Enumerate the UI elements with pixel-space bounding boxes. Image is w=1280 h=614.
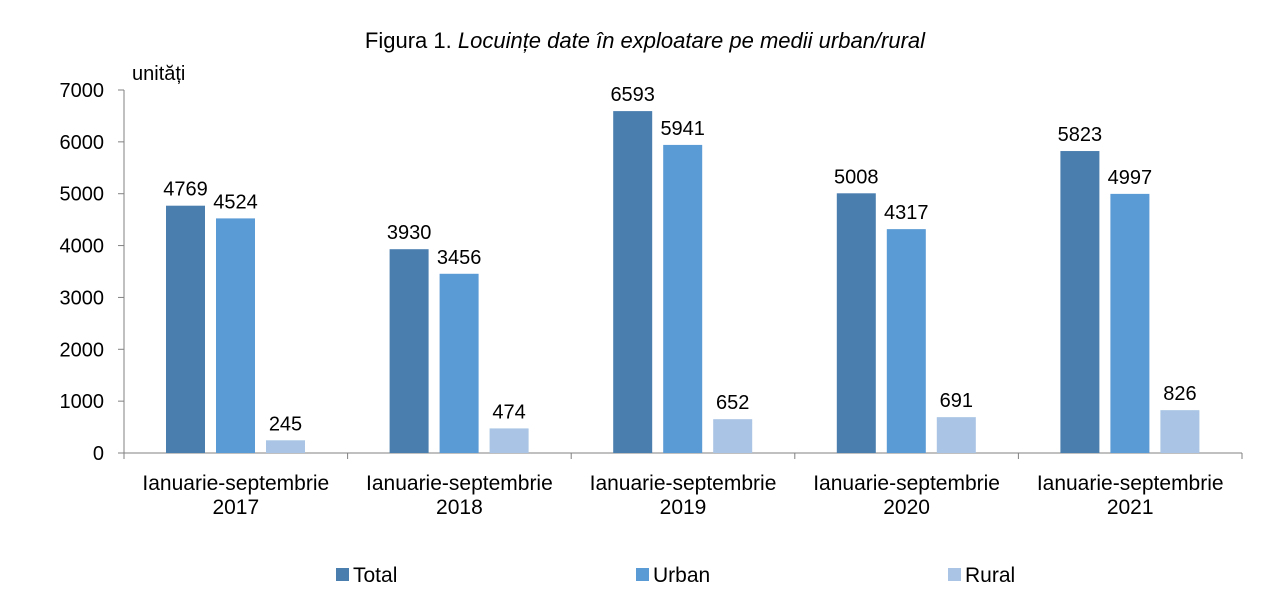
bar-total — [613, 111, 653, 453]
category-label: Ianuarie-septembrie — [813, 472, 1000, 495]
category-label: 2018 — [436, 496, 483, 519]
y-tick-label: 2000 — [60, 339, 105, 361]
category-label: 2017 — [212, 496, 259, 519]
bar-urban — [886, 229, 926, 453]
y-tick-label: 5000 — [60, 184, 105, 206]
bar-rural — [713, 419, 753, 453]
y-tick-label: 4000 — [60, 236, 105, 258]
bar-total — [1060, 151, 1100, 453]
category-label: 2019 — [660, 496, 707, 519]
bar-total — [389, 249, 429, 453]
data-label-total: 6593 — [610, 84, 655, 106]
y-tick-label: 3000 — [60, 287, 105, 309]
data-label-rural: 245 — [269, 413, 302, 435]
y-tick-label: 1000 — [60, 391, 105, 413]
bar-urban — [216, 218, 255, 453]
legend-swatch-urban — [636, 568, 649, 581]
category-label: 2021 — [1107, 496, 1154, 519]
chart-title-prefix: Figura 1. — [365, 28, 458, 53]
data-label-rural: 691 — [940, 390, 973, 412]
category-label: Ianuarie-septembrie — [590, 472, 777, 495]
bar-rural — [489, 428, 529, 453]
data-label-rural: 474 — [492, 401, 525, 423]
bar-urban — [439, 273, 479, 453]
y-axis-label: unități — [132, 63, 185, 85]
legend-label-rural: Rural — [965, 564, 1015, 587]
bar-rural — [266, 440, 305, 453]
data-label-urban: 4317 — [884, 202, 929, 224]
bar-rural — [936, 417, 976, 453]
legend-swatch-total — [336, 568, 349, 581]
bar-rural — [1160, 410, 1200, 453]
category-label: Ianuarie-septembrie — [366, 472, 553, 495]
data-label-total: 4769 — [163, 179, 208, 201]
legend-label-urban: Urban — [653, 564, 710, 587]
data-label-urban: 4524 — [213, 191, 258, 213]
data-label-rural: 826 — [1163, 383, 1196, 405]
data-label-total: 3930 — [387, 222, 432, 244]
category-label: Ianuarie-septembrie — [142, 472, 329, 495]
legend-swatch-rural — [948, 568, 961, 581]
y-tick-label: 7000 — [60, 80, 105, 102]
y-tick-label: 0 — [93, 443, 104, 465]
chart-title: Figura 1. Locuințe date în exploatare pe… — [365, 28, 926, 53]
data-label-urban: 5941 — [660, 118, 705, 140]
bar-total — [836, 193, 876, 453]
bar-urban — [663, 144, 703, 453]
data-label-total: 5823 — [1058, 124, 1103, 146]
chart-title-main: Locuințe date în exploatare pe medii urb… — [458, 28, 926, 53]
legend: Total Urban Rural — [336, 564, 1015, 587]
data-label-urban: 4997 — [1108, 167, 1153, 189]
bar-total — [166, 205, 205, 453]
y-tick-label: 6000 — [60, 132, 105, 154]
category-label: Ianuarie-septembrie — [1037, 472, 1224, 495]
legend-label-total: Total — [353, 564, 397, 587]
data-label-rural: 652 — [716, 392, 749, 414]
category-label: 2020 — [883, 496, 930, 519]
bar-urban — [1110, 193, 1150, 453]
data-label-urban: 3456 — [437, 247, 482, 269]
data-label-total: 5008 — [834, 166, 879, 188]
